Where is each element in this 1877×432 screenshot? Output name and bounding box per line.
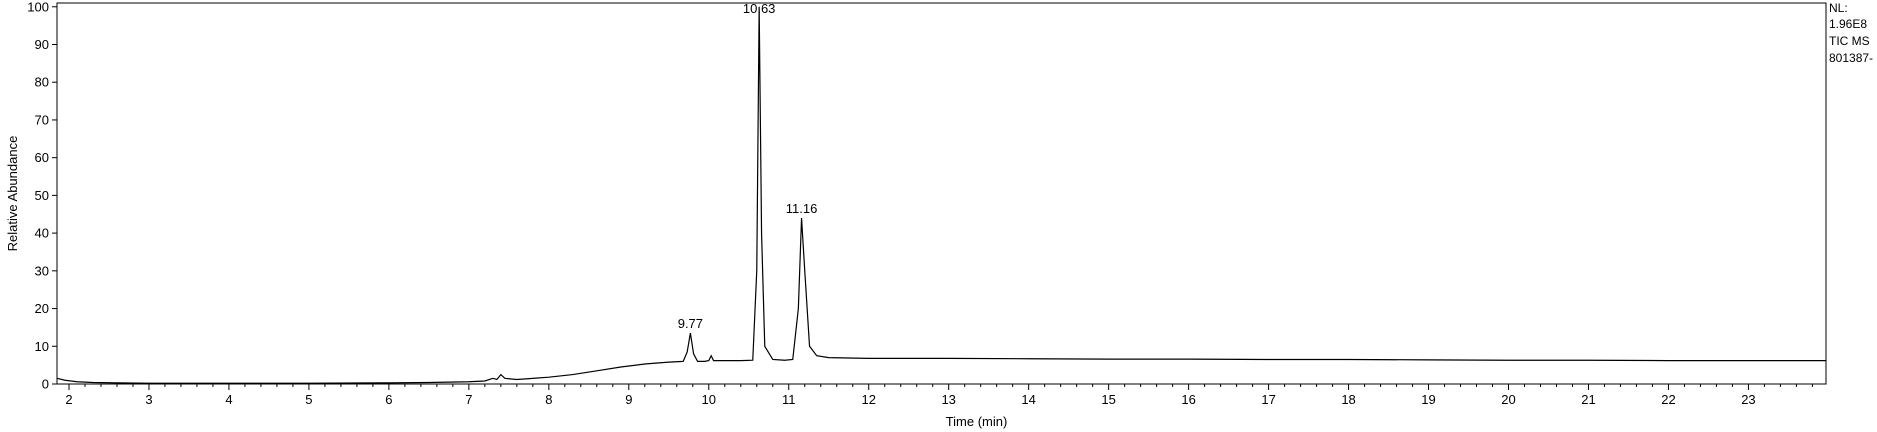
plot-area — [56, 2, 1827, 385]
x-tick-label: 17 — [1261, 392, 1275, 407]
peak-label: 9.77 — [678, 316, 703, 331]
x-tick-label: 16 — [1181, 392, 1195, 407]
x-tick-label: 18 — [1341, 392, 1355, 407]
y-axis: 0 10 20 30 40 50 60 70 80 90 100 — [27, 0, 57, 392]
x-tick-label: 6 — [385, 392, 392, 407]
x-tick-label: 3 — [145, 392, 152, 407]
x-axis-title: Time (min) — [946, 414, 1008, 429]
y-tick-label: 50 — [35, 188, 49, 203]
y-tick-label: 20 — [35, 301, 49, 316]
peak-labels: 9.77 10.63 11.16 — [678, 1, 818, 331]
x-tick-label: 15 — [1101, 392, 1115, 407]
peak-label: 11.16 — [786, 201, 818, 216]
y-tick-label: 70 — [35, 112, 49, 127]
x-tick-label: 9 — [625, 392, 632, 407]
x-tick-label: 21 — [1581, 392, 1595, 407]
x-tick-label: 12 — [861, 392, 875, 407]
x-tick-label: 5 — [305, 392, 312, 407]
y-tick-label: 60 — [35, 150, 49, 165]
y-tick-label: 40 — [35, 226, 49, 241]
y-axis-title: Relative Abundance — [5, 136, 20, 252]
y-tick-label: 80 — [35, 75, 49, 90]
x-axis: 2 3 4 5 6 7 8 9 10 11 12 13 14 15 16 17 18 19 20 21 22 23 — [65, 384, 1813, 407]
x-tick-label: 22 — [1661, 392, 1675, 407]
info-line-sample-id: 801387- — [1829, 51, 1873, 65]
x-tick-label: 19 — [1421, 392, 1435, 407]
y-tick-label: 10 — [35, 339, 49, 354]
y-tick-label: 100 — [27, 0, 49, 14]
x-tick-label: 2 — [65, 392, 72, 407]
x-tick-label: 20 — [1501, 392, 1515, 407]
tic-trace-line — [56, 6, 1826, 384]
x-tick-label: 7 — [465, 392, 472, 407]
x-tick-label: 4 — [225, 392, 232, 407]
peak-label: 10.63 — [743, 1, 776, 16]
x-tick-label: 23 — [1741, 392, 1755, 407]
y-tick-label: 0 — [42, 377, 49, 392]
info-line-normalization: 1.96E8 — [1829, 17, 1867, 31]
y-tick-label: 90 — [35, 37, 49, 52]
x-tick-label: 11 — [782, 392, 796, 407]
x-tick-label: 13 — [941, 392, 955, 407]
x-tick-label: 14 — [1021, 392, 1035, 407]
y-tick-label: 30 — [35, 263, 49, 278]
info-line-nl: NL: — [1829, 1, 1848, 15]
info-panel: NL: 1.96E8 TIC MS 801387- — [1829, 1, 1873, 65]
x-tick-label: 8 — [545, 392, 552, 407]
info-line-tic-ms: TIC MS — [1829, 34, 1870, 48]
x-tick-label: 10 — [702, 392, 716, 407]
